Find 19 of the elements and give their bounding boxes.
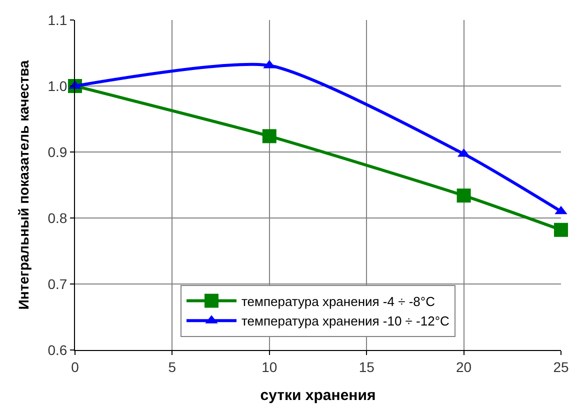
x-tick-label: 20: [456, 358, 472, 375]
legend-label: температура хранения -10 ÷ -12°C: [242, 314, 450, 329]
x-tick-label: 5: [168, 358, 176, 375]
point: [262, 129, 276, 144]
y-tick-label: 1.1: [48, 12, 68, 28]
x-tick-label: 10: [262, 358, 278, 375]
y-tick-label: 0.8: [48, 210, 68, 226]
x-tick-label: 25: [553, 358, 569, 375]
x-tick-label: 15: [358, 358, 375, 375]
y-tick-label: 1.0: [48, 78, 68, 94]
y-tick-label: 0.9: [48, 144, 68, 160]
x-axis-title: сутки хранения: [260, 386, 376, 404]
legend-label: температура хранения -4 ÷ -8°C: [242, 294, 435, 309]
y-tick-label: 0.6: [48, 342, 68, 358]
point: [456, 188, 471, 203]
point: [554, 222, 568, 237]
y-axis-title: Интегральный показатель качества: [15, 60, 32, 310]
y-tick-label: 0.7: [48, 276, 68, 292]
x-tick-label: 0: [71, 358, 80, 375]
